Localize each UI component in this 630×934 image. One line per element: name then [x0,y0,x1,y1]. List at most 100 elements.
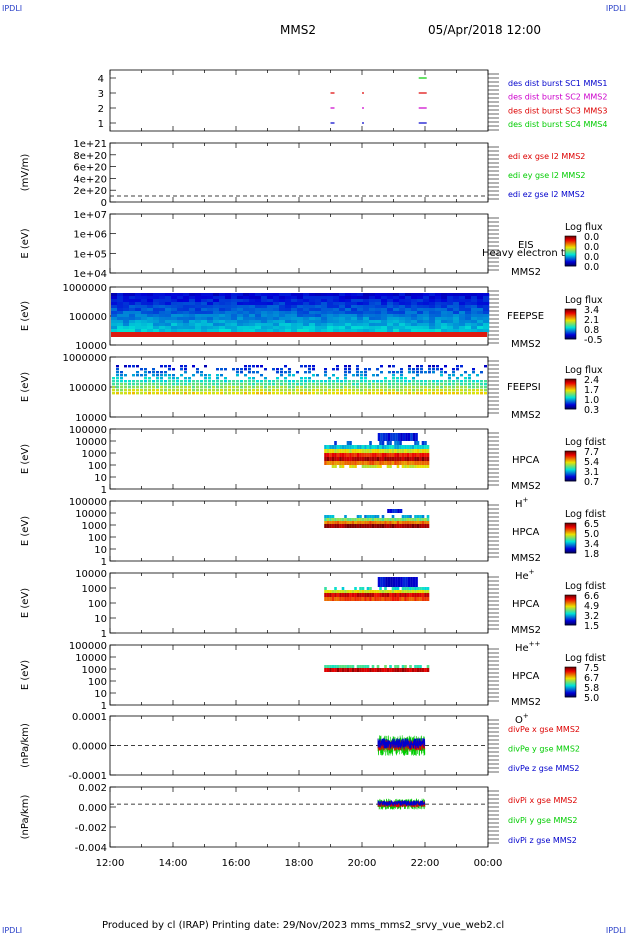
feepsi-cell [476,386,479,389]
feepse-cell [459,293,466,297]
feepse-cell [405,323,412,327]
feepse-cell [465,308,472,312]
feepsi-cell [184,380,187,383]
hpca_he-cell [369,518,372,521]
feepsi-cell [200,380,203,383]
feepsi-cell [276,380,279,383]
hpca_he-cell [401,518,405,521]
feepsi-cell [448,392,451,395]
feepse-cell [261,323,268,327]
hpca_o-cell [409,668,412,672]
feepsi-cell [144,371,147,374]
hpca_o-cell [416,665,420,668]
feepse-cell [165,299,172,303]
feepsi-cell [332,389,335,392]
hpca_o-cbar-cell [565,683,576,685]
feepse-cell [225,311,232,315]
feepsi-cell [236,374,239,377]
feepsi-cell [460,389,463,392]
feepse-cbar-cell [565,321,576,323]
feepse-cell [411,329,418,333]
hpca_he-cell [426,518,430,521]
feepse-cell [237,314,244,318]
feepse-cell [363,314,370,318]
hpca_hepp-cell [356,593,360,597]
feepsi-cell [232,389,235,392]
hpca_h-cell [356,453,360,457]
feepse-cell [399,320,406,324]
feepsi-cell [284,383,287,386]
feepsi-cell [152,386,155,389]
feepse-cell [177,299,184,303]
hpca_o-cell [424,668,427,672]
feepsi-cbar-title: Log flux [565,365,603,376]
burst-legend-entry: des dist burst SC3 MMS3 [508,106,607,115]
feepse-cell [129,326,136,330]
hpca_hepp-cell [326,593,330,597]
hpca_hepp-cell [391,597,395,601]
hpca_he-cell [406,515,410,518]
feepsi-cell [224,392,227,395]
hpca_h-cell [344,445,347,449]
hpca_h-cell [419,445,422,449]
hpca_hepp-cell [411,597,415,601]
feepse-cell [339,305,346,309]
feepsi-cell [192,389,195,392]
feepsi-cell [272,383,275,386]
feepsi-cell [360,374,363,377]
feepsi-cell [344,368,347,371]
feepse-cell [351,299,358,303]
feepse-cell [255,329,262,333]
hpca_he-cbar-cell [565,530,576,532]
hpca_hepp-cell [374,593,377,597]
feepsi-cell [392,374,395,377]
hpca_h-cell [391,457,395,461]
feepsi-cbar-cell [565,386,576,388]
feepsi-cell [464,383,467,386]
edi-ytick-label: 2e+20 [73,186,107,197]
feepse-cell [381,326,388,330]
feepse-cell [177,326,184,330]
feepsi-cell [344,383,347,386]
feepse-cell [393,296,400,300]
hpca_hepp-cell [394,590,397,593]
feepsi-cell [476,392,479,395]
hpca_hepp-cell [371,590,375,593]
feepsi-cell [388,386,391,389]
feepse-cell [171,308,178,312]
feepse-cell [207,329,214,333]
feepsi-cell [280,383,283,386]
hpca_he-cell [386,521,390,524]
hpca_h-cell [349,461,352,465]
divpe-ytick-label: 0.0000 [72,742,107,753]
hpca_hepp-ytick-label: 10000 [75,569,107,580]
hpca_he-ylabel: E (eV) [20,516,31,546]
feepse-cell [267,311,274,315]
hpca_h-cell [361,445,365,449]
feepse-cell [183,320,190,324]
feepse-cell [225,314,232,318]
feepse-cell [135,317,142,321]
hpca_h-sc-label: MMS2 [511,481,541,492]
feepse-cell [369,329,376,333]
feepsi-cell [168,377,171,380]
eis-ylabel: E (eV) [20,228,31,258]
divpe-ylabel: (nPa/km) [20,723,31,768]
feepsi-cell [392,377,395,380]
hpca_h-cell [346,461,350,465]
feepse-cell [231,308,238,312]
hpca_h-cell [386,441,390,445]
feepse-cell [351,317,358,321]
feepse-cell [351,302,358,306]
feepse-cell [117,305,124,309]
feepse-cell [399,296,406,300]
feepsi-cell [260,365,263,368]
feepsi-cell [156,383,159,386]
feepsi-cell [400,380,403,383]
hpca_he-cell [349,518,352,521]
feepsi-cell [444,371,447,374]
hpca_hepp-cell [371,593,375,597]
feepse-cell [219,329,226,333]
hpca_h-cell [349,441,352,445]
feepse-cell [195,311,202,315]
